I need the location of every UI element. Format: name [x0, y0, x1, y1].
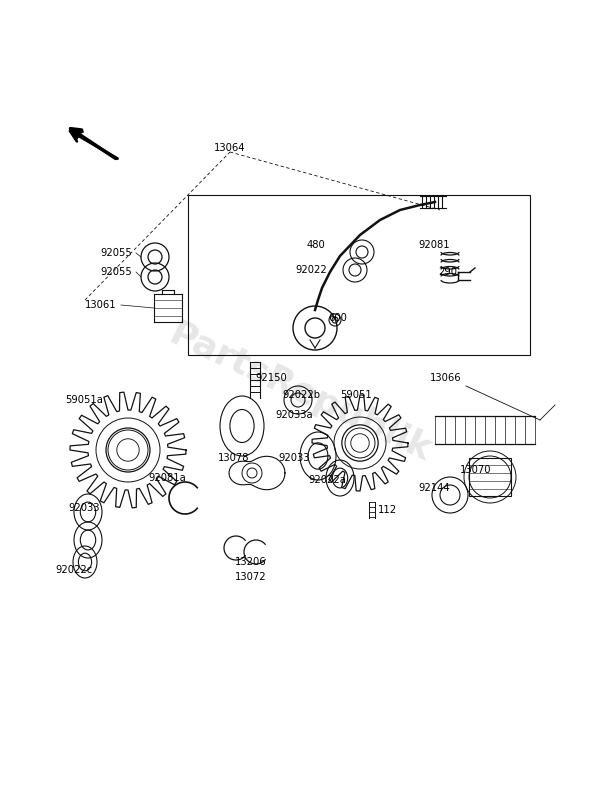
Text: PartsRepublik: PartsRepublik — [164, 317, 436, 468]
Text: 92150: 92150 — [255, 373, 287, 383]
Text: 92055: 92055 — [100, 267, 132, 277]
Text: 480: 480 — [307, 240, 326, 250]
Text: 13061: 13061 — [85, 300, 116, 310]
Text: 13078: 13078 — [218, 453, 250, 463]
Text: 92022a: 92022a — [308, 475, 346, 485]
Text: 92022: 92022 — [295, 265, 327, 275]
Circle shape — [342, 425, 378, 461]
Text: 92081a: 92081a — [148, 473, 186, 483]
Circle shape — [351, 434, 369, 452]
Text: 13206: 13206 — [235, 557, 266, 567]
Bar — [469, 458, 511, 496]
Text: 600: 600 — [328, 313, 347, 323]
Text: 13070: 13070 — [460, 465, 491, 475]
Text: 112: 112 — [378, 505, 397, 515]
Text: 13072: 13072 — [235, 572, 266, 582]
Text: 13066: 13066 — [430, 373, 461, 383]
Circle shape — [117, 439, 139, 462]
Text: 59051a: 59051a — [65, 395, 103, 405]
Text: 290: 290 — [438, 267, 457, 277]
Text: 13064: 13064 — [214, 143, 246, 153]
Bar — [188, 195, 530, 355]
Text: 92081: 92081 — [418, 240, 449, 250]
Text: 92055: 92055 — [100, 248, 132, 258]
Text: 92022b: 92022b — [282, 390, 320, 400]
Text: 59051: 59051 — [340, 390, 372, 400]
Text: 92144: 92144 — [418, 483, 449, 493]
Text: 92033: 92033 — [68, 503, 100, 513]
Text: 92022c: 92022c — [55, 565, 92, 575]
Circle shape — [106, 428, 150, 472]
Text: 92033: 92033 — [278, 453, 310, 463]
Text: 92033a: 92033a — [275, 410, 313, 420]
